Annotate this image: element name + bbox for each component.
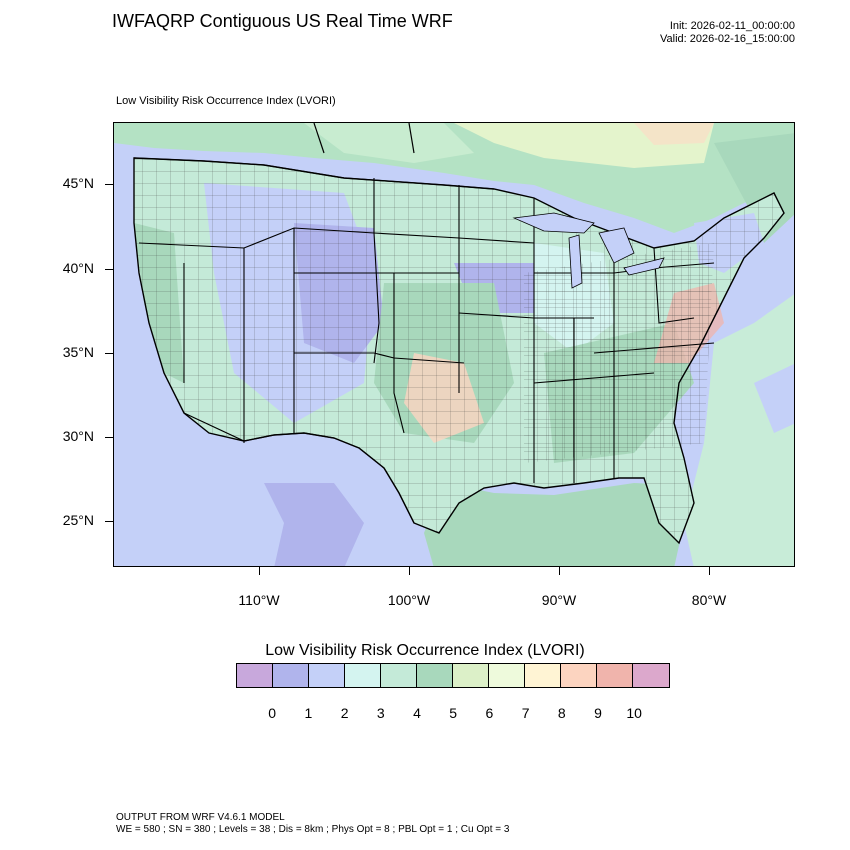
canada-patch [304, 123, 474, 163]
map-canvas [114, 123, 794, 566]
map-subtitle: Low Visibility Risk Occurrence Index (LV… [116, 95, 336, 107]
gulf-of-mexico [424, 483, 684, 566]
lat-tick [105, 184, 113, 185]
eastern-county-boundaries [524, 243, 714, 463]
lat-tick [105, 353, 113, 354]
colorbar-swatch [345, 664, 382, 687]
lat-tick [105, 521, 113, 522]
colorbar-label: 0 [268, 705, 277, 721]
atlantic-patch [754, 363, 794, 433]
canada-warm-patch [634, 123, 714, 145]
lake-huron [598, 227, 635, 264]
lon-label-110w: 110°W [238, 592, 280, 608]
lat-tick [105, 437, 113, 438]
colorbar-label: 4 [413, 705, 421, 721]
colorbar-swatch [597, 664, 634, 687]
atlantic-ocean [684, 294, 794, 566]
lat-label-35n: 35°N [62, 344, 94, 360]
colorbar-label: 6 [485, 705, 494, 721]
lake-superior [512, 212, 595, 234]
colorbar [236, 663, 671, 688]
colorbar-label: 5 [449, 705, 458, 721]
colorbar-swatch [237, 664, 274, 687]
colorbar-label: 1 [304, 705, 313, 721]
lon-tick [559, 567, 560, 575]
init-valid-times: Init: 2026-02-11_00:00:00 Valid: 2026-02… [660, 20, 795, 46]
colorbar-swatch [525, 664, 562, 687]
lake-michigan [568, 234, 583, 289]
lon-label-90w: 90°W [541, 592, 577, 608]
lon-tick [259, 567, 260, 575]
lat-label-45n: 45°N [62, 175, 94, 191]
lat-label-25n: 25°N [62, 512, 94, 528]
colorbar-label: 10 [626, 705, 642, 721]
lon-tick [709, 567, 710, 575]
colorbar-label: 3 [376, 705, 385, 721]
country-borders [133, 123, 495, 524]
colorbar-swatch [381, 664, 418, 687]
colorbar-swatch [453, 664, 490, 687]
colorbar-label: 9 [594, 705, 602, 721]
footer-config-line: WE = 580 ; SN = 380 ; Levels = 38 ; Dis … [116, 824, 510, 835]
lat-tick [105, 269, 113, 270]
lake-erie [623, 257, 665, 276]
footer-model-line: OUTPUT FROM WRF V4.6.1 MODEL [116, 812, 285, 823]
colorbar-swatch [489, 664, 526, 687]
colorbar-swatch [417, 664, 454, 687]
lon-label-100w: 100°W [387, 592, 431, 608]
colorbar-label: 8 [557, 705, 566, 721]
colorbar-label: 2 [340, 705, 349, 721]
colorbar-swatch [309, 664, 346, 687]
lon-tick [409, 567, 410, 575]
colorbar-swatch [561, 664, 598, 687]
model-footer: OUTPUT FROM WRF V4.6.1 MODEL WE = 580 ; … [116, 812, 509, 836]
main-title: IWFAQRP Contiguous US Real Time WRF [112, 11, 453, 31]
colorbar-swatch [273, 664, 310, 687]
colorbar-label: 7 [521, 705, 530, 721]
map-panel [113, 122, 795, 567]
lat-label-30n: 30°N [62, 428, 94, 444]
valid-time: Valid: 2026-02-16_15:00:00 [660, 33, 795, 45]
lon-label-80w: 80°W [691, 592, 727, 608]
mexico-plateau [264, 483, 364, 566]
lat-label-40n: 40°N [62, 260, 94, 276]
init-time: Init: 2026-02-11_00:00:00 [669, 20, 795, 32]
colorbar-title: Low Visibility Risk Occurrence Index (LV… [265, 642, 585, 659]
colorbar-swatch [633, 664, 670, 687]
